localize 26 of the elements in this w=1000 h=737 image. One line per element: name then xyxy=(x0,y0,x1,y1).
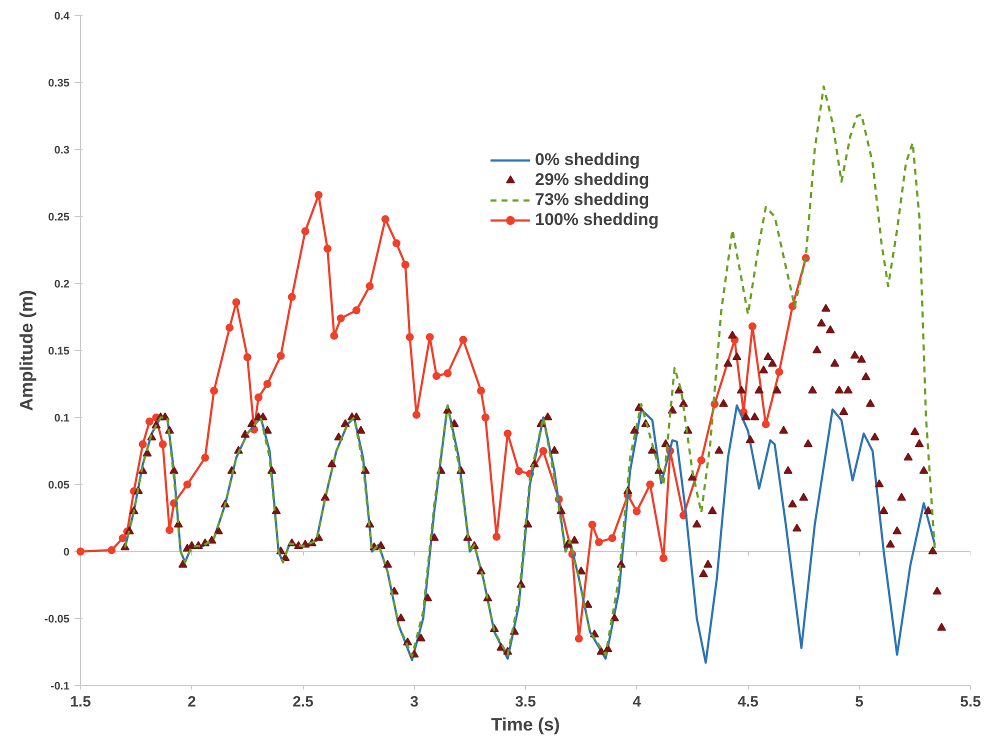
x-tick-label: 4 xyxy=(632,694,642,710)
legend-label: 29% shedding xyxy=(535,170,650,190)
y-axis-title: Amplitude (m) xyxy=(16,290,36,411)
y-tick-label: 0.15 xyxy=(48,346,70,358)
y-tick-label: 0.35 xyxy=(48,78,70,90)
y-tick-label: 0.4 xyxy=(54,10,70,22)
x-tick-label: 1.5 xyxy=(70,694,91,710)
x-tick-label: 5 xyxy=(855,694,864,710)
y-tick-label: 0 xyxy=(63,546,70,558)
y-tick-label: 0.3 xyxy=(54,144,70,156)
x-tick-label: 4.5 xyxy=(738,694,758,710)
y-tick-label: 0.25 xyxy=(48,212,70,224)
x-tick-label: 2.5 xyxy=(292,694,314,710)
x-tick-label: 2 xyxy=(188,694,196,710)
legend-label: 73% shedding xyxy=(535,190,650,210)
y-tick-label: 0.2 xyxy=(54,278,70,290)
y-tick-label: -0.05 xyxy=(44,614,70,626)
y-tick-label: -0.1 xyxy=(50,680,70,692)
x-tick-label: 5.5 xyxy=(960,694,981,710)
x-axis-title: Time (s) xyxy=(491,714,560,734)
legend-label: 100% shedding xyxy=(535,210,659,230)
legend-label: 0% shedding xyxy=(535,150,640,170)
y-tick-label: 0.1 xyxy=(54,412,70,424)
y-tick-label: 0.05 xyxy=(48,480,70,492)
x-tick-label: 3.5 xyxy=(515,694,536,710)
x-tick-label: 3 xyxy=(410,694,418,710)
